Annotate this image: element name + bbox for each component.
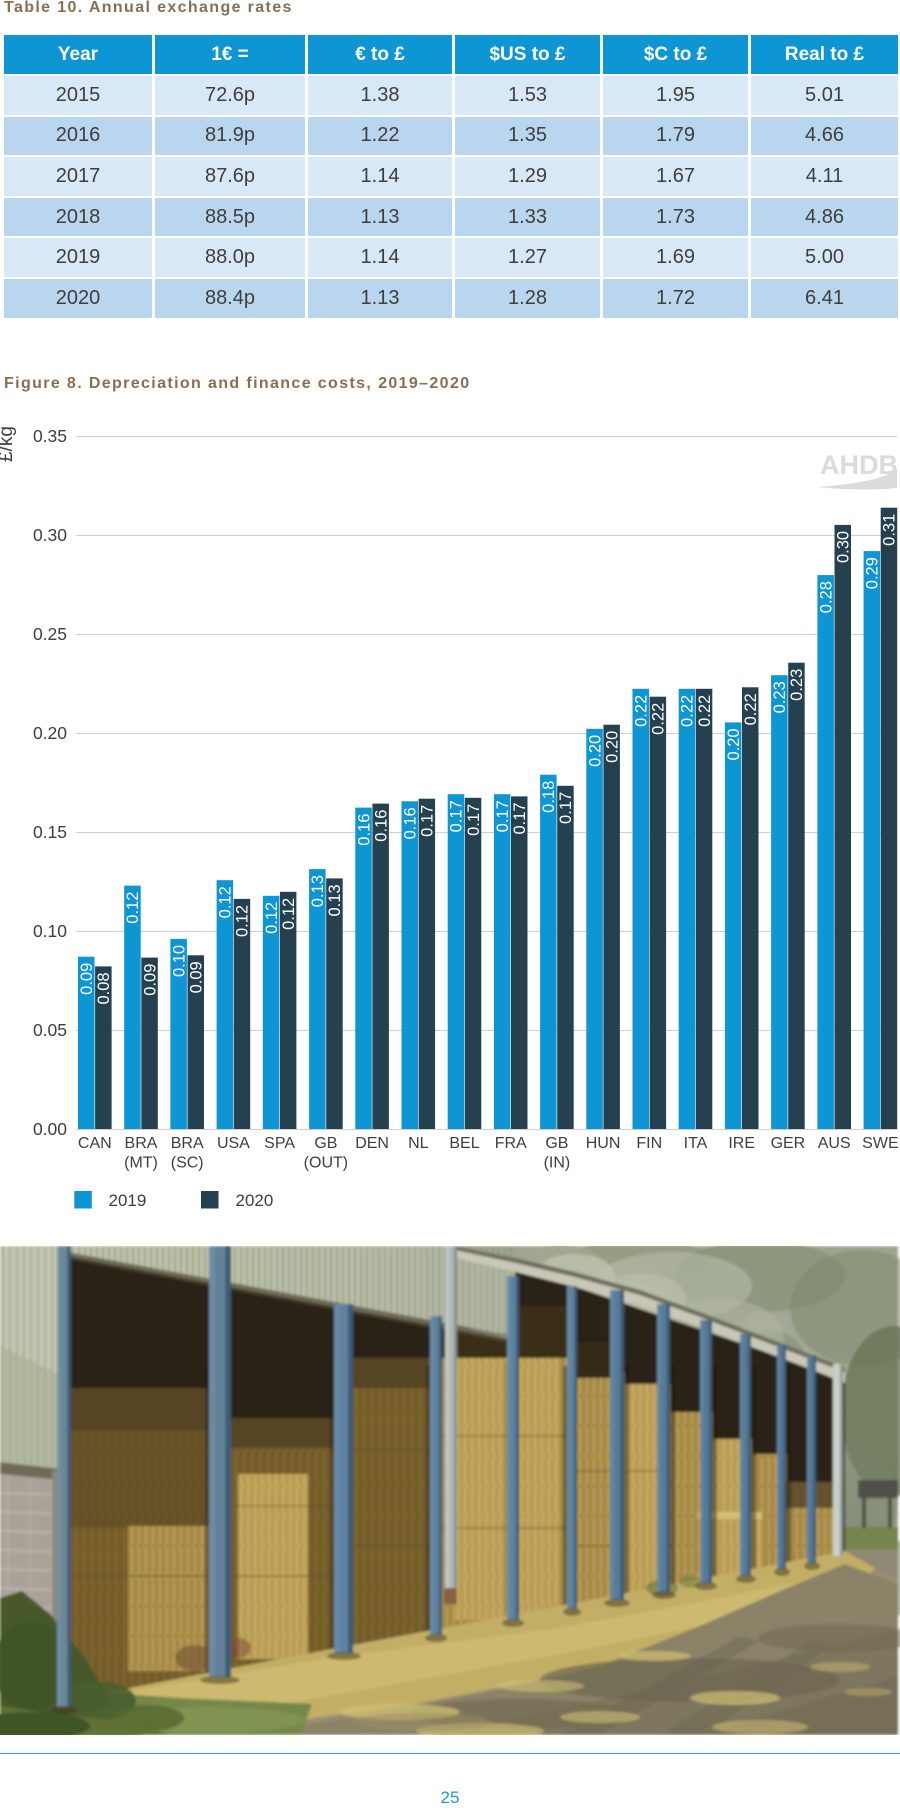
svg-text:IRE: IRE (728, 1135, 755, 1152)
svg-text:0.20: 0.20 (725, 728, 743, 760)
svg-text:2020: 2020 (236, 1191, 274, 1210)
svg-text:AHDB: AHDB (820, 450, 898, 480)
svg-text:0.16: 0.16 (402, 807, 420, 839)
svg-text:2019: 2019 (109, 1191, 147, 1210)
svg-text:GB: GB (314, 1135, 337, 1152)
svg-text:0.16: 0.16 (372, 810, 390, 842)
svg-text:BRA: BRA (171, 1135, 204, 1152)
svg-text:FIN: FIN (636, 1135, 662, 1152)
svg-text:0.20: 0.20 (586, 735, 604, 767)
svg-text:0.22: 0.22 (633, 695, 651, 727)
svg-text:0.12: 0.12 (263, 902, 281, 934)
svg-text:0.22: 0.22 (742, 693, 760, 725)
svg-text:(SC): (SC) (171, 1155, 204, 1172)
svg-text:0.17: 0.17 (448, 800, 466, 832)
svg-text:0.30: 0.30 (835, 531, 853, 563)
svg-text:0.17: 0.17 (419, 805, 437, 837)
svg-text:0.17: 0.17 (557, 792, 575, 824)
svg-text:FRA: FRA (495, 1135, 527, 1152)
svg-text:0.28: 0.28 (817, 581, 835, 613)
svg-text:0.22: 0.22 (650, 703, 668, 735)
svg-text:SPA: SPA (264, 1135, 295, 1152)
svg-text:USA: USA (217, 1135, 250, 1152)
svg-text:0.12: 0.12 (234, 905, 252, 937)
svg-text:GER: GER (771, 1135, 806, 1152)
svg-text:0.15: 0.15 (33, 822, 67, 842)
svg-text:BEL: BEL (449, 1135, 479, 1152)
svg-text:0.22: 0.22 (696, 695, 714, 727)
svg-text:(IN): (IN) (544, 1155, 571, 1172)
svg-text:(MT): (MT) (124, 1155, 158, 1172)
svg-text:HUN: HUN (586, 1135, 621, 1152)
svg-text:0.10: 0.10 (170, 945, 188, 977)
svg-text:0.17: 0.17 (465, 804, 483, 836)
svg-text:0.35: 0.35 (33, 426, 67, 446)
svg-text:0.31: 0.31 (881, 514, 899, 546)
svg-text:0.17: 0.17 (511, 802, 529, 834)
svg-text:SWE: SWE (862, 1135, 898, 1152)
svg-text:(OUT): (OUT) (304, 1155, 348, 1172)
svg-text:CAN: CAN (78, 1135, 112, 1152)
svg-text:0.17: 0.17 (494, 800, 512, 832)
svg-text:£/kg: £/kg (0, 426, 17, 462)
svg-text:0.18: 0.18 (540, 781, 558, 813)
svg-text:DEN: DEN (355, 1135, 389, 1152)
svg-text:0.13: 0.13 (309, 875, 327, 907)
svg-text:0.20: 0.20 (603, 731, 621, 763)
svg-text:0.23: 0.23 (788, 669, 806, 701)
svg-text:0.29: 0.29 (864, 557, 882, 589)
svg-text:0.30: 0.30 (33, 525, 67, 545)
svg-text:ITA: ITA (684, 1135, 708, 1152)
svg-text:0.09: 0.09 (188, 961, 206, 993)
svg-text:0.12: 0.12 (124, 892, 142, 924)
svg-text:0.12: 0.12 (280, 898, 298, 930)
svg-text:0.23: 0.23 (771, 681, 789, 713)
svg-text:0.10: 0.10 (33, 921, 67, 941)
svg-text:0.09: 0.09 (78, 963, 96, 995)
svg-text:0.08: 0.08 (95, 972, 113, 1004)
svg-text:0.12: 0.12 (217, 886, 235, 918)
svg-text:0.22: 0.22 (679, 695, 697, 727)
svg-text:AUS: AUS (818, 1135, 851, 1152)
svg-text:0.16: 0.16 (355, 814, 373, 846)
svg-text:0.25: 0.25 (33, 624, 67, 644)
svg-text:0.05: 0.05 (33, 1020, 67, 1040)
svg-text:0.09: 0.09 (141, 964, 159, 996)
svg-text:BRA: BRA (125, 1135, 158, 1152)
svg-text:0.13: 0.13 (326, 884, 344, 916)
svg-text:GB: GB (545, 1135, 568, 1152)
svg-text:NL: NL (408, 1135, 429, 1152)
svg-text:0.20: 0.20 (33, 723, 67, 743)
svg-text:0.00: 0.00 (33, 1119, 67, 1139)
